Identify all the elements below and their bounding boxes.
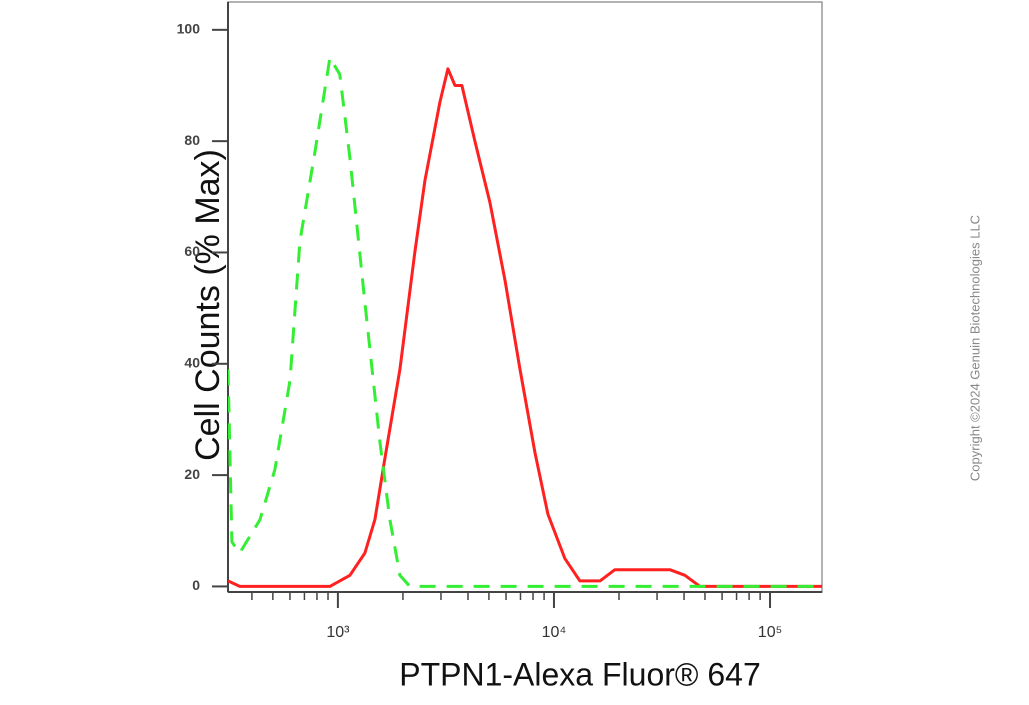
x-tick-label: 10⁴ [542, 624, 567, 641]
x-tick-label: 10⁵ [758, 624, 782, 641]
histogram-line [228, 67, 822, 588]
histogram-line [228, 56, 822, 588]
plot-area [228, 56, 822, 588]
plot-frame [227, 1, 823, 593]
y-tick-label: 20 [184, 466, 200, 482]
y-tick-label: 0 [192, 577, 200, 593]
y-axis-label: Cell Counts (% Max) [189, 149, 227, 461]
y-tick-label: 40 [184, 354, 200, 370]
y-tick-label: 100 [177, 21, 201, 37]
y-tick-label: 60 [184, 243, 200, 259]
x-axis-label: PTPN1-Alexa Fluor® 647 [399, 656, 761, 692]
copyright: Copyright ©2024 Genuin Biotechnologies L… [967, 215, 982, 481]
y-tick-label: 80 [184, 132, 200, 148]
x-tick-label: 10³ [326, 624, 350, 641]
